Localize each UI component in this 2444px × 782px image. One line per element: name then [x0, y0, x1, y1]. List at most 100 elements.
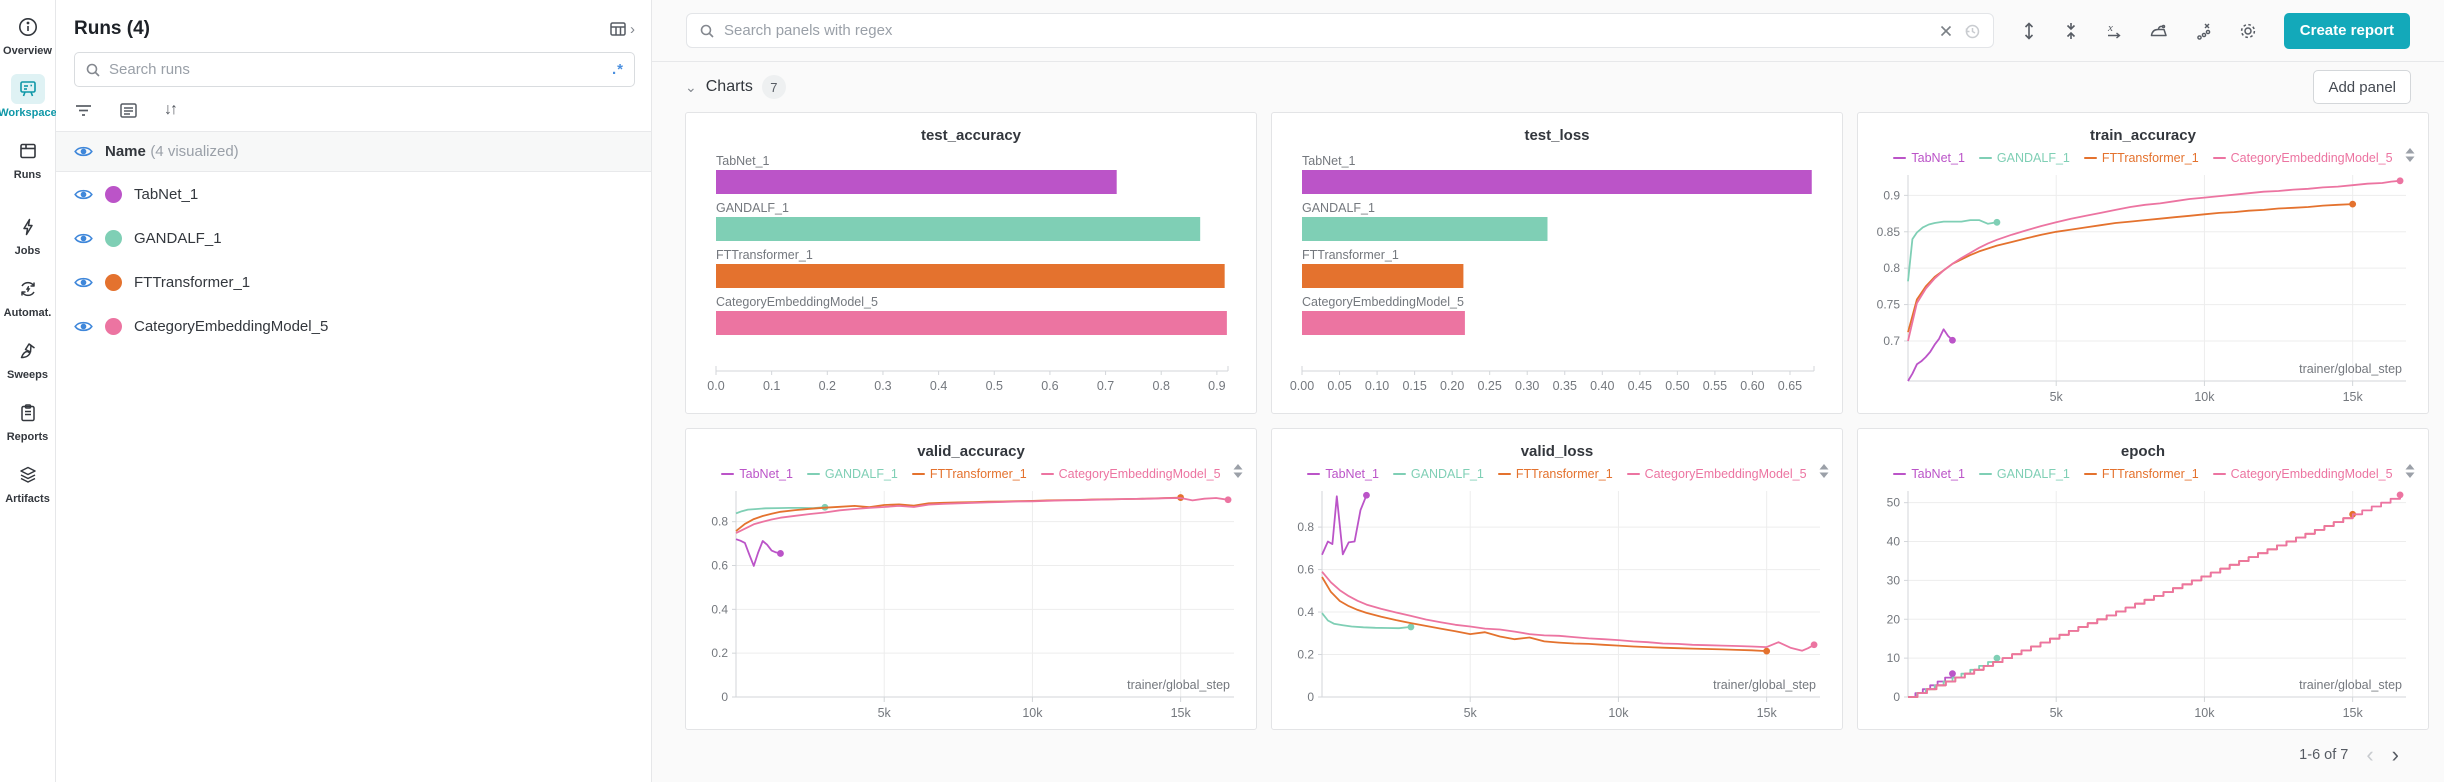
- smoothing-icon[interactable]: [2148, 21, 2170, 41]
- outliers-icon[interactable]: [2194, 21, 2214, 41]
- prev-page-icon[interactable]: ‹: [2366, 742, 2374, 767]
- chart-panel-valid-accuracy[interactable]: valid_accuracy TabNet_1 GANDALF_1 FTTransf…: [685, 428, 1257, 730]
- x-axis-settings-icon[interactable]: x: [2104, 21, 2124, 41]
- legend-dash-icon: [1626, 472, 1640, 476]
- regex-toggle[interactable]: .*: [611, 61, 624, 78]
- nav-item-jobs[interactable]: Jobs: [0, 212, 56, 257]
- legend-item-FTTransformer_1[interactable]: FTTransformer_1: [1497, 467, 1613, 481]
- next-page-icon[interactable]: ›: [2391, 742, 2399, 767]
- legend-dash-icon: [1893, 156, 1907, 160]
- legend-dash-icon: [721, 472, 735, 476]
- sort-icon[interactable]: ↓↑: [164, 101, 178, 118]
- series-CategoryEmbeddingModel_5: [1321, 571, 1815, 652]
- run-name: TabNet_1: [134, 185, 199, 203]
- panel-resize-icon[interactable]: [2404, 463, 2416, 484]
- svg-text:50: 50: [1887, 496, 1901, 510]
- chart-panel-test-accuracy[interactable]: test_accuracy TabNet_1 GANDALF_1 FTTransfo…: [685, 112, 1257, 414]
- panel-search-box: [686, 13, 1994, 48]
- bar-chart-svg: TabNet_1 GANDALF_1 FTTransformer_1 Category…: [1290, 154, 1815, 393]
- legend-item-FTTransformer_1[interactable]: FTTransformer_1: [2083, 467, 2199, 481]
- nav-item-overview[interactable]: Overview: [0, 12, 56, 57]
- svg-text:0.55: 0.55: [1703, 379, 1727, 393]
- nav-item-reports[interactable]: Reports: [0, 398, 56, 443]
- legend-item-TabNet_1[interactable]: TabNet_1: [1893, 151, 1965, 165]
- legend-label: GANDALF_1: [1996, 467, 2070, 481]
- legend-label: FTTransformer_1: [929, 467, 1027, 481]
- legend-item-TabNet_1[interactable]: TabNet_1: [1893, 467, 1965, 481]
- nav-item-artifacts[interactable]: Artifacts: [0, 460, 56, 505]
- run-row[interactable]: GANDALF_1: [56, 216, 651, 260]
- svg-text:0.8: 0.8: [1297, 520, 1314, 534]
- create-report-button[interactable]: Create report: [2283, 12, 2410, 49]
- panel-resize-icon[interactable]: [1232, 463, 1244, 484]
- search-runs-input[interactable]: [109, 61, 604, 78]
- nav-item-runs[interactable]: Runs: [0, 136, 56, 181]
- legend-item-FTTransformer_1[interactable]: FTTransformer_1: [2083, 151, 2199, 165]
- eye-visibility-icon[interactable]: [74, 144, 93, 159]
- nav-item-workspace[interactable]: Workspace: [0, 74, 57, 119]
- chart-panel-valid-loss[interactable]: valid_loss TabNet_1 GANDALF_1 FTTransforme…: [1271, 428, 1843, 730]
- svg-text:0: 0: [721, 690, 728, 704]
- legend-item-CategoryEmbeddingModel_5[interactable]: CategoryEmbeddingModel_5: [1626, 467, 1807, 481]
- collapse-panels-icon[interactable]: [2062, 21, 2080, 41]
- legend-item-FTTransformer_1[interactable]: FTTransformer_1: [911, 467, 1027, 481]
- svg-text:5k: 5k: [2050, 706, 2064, 720]
- legend-item-CategoryEmbeddingModel_5[interactable]: CategoryEmbeddingModel_5: [2212, 467, 2393, 481]
- legend-label: TabNet_1: [1911, 467, 1965, 481]
- svg-text:10k: 10k: [2194, 706, 2215, 720]
- history-icon[interactable]: [1963, 22, 1981, 40]
- clear-search-icon[interactable]: [1938, 23, 1954, 39]
- search-panels-input[interactable]: [724, 22, 1929, 39]
- expand-panels-icon[interactable]: [2020, 21, 2038, 41]
- eye-visibility-icon[interactable]: [74, 187, 93, 202]
- nav-rail: Overview Workspace Runs Jobs Automat.: [0, 0, 57, 782]
- visualized-count: (4 visualized): [150, 142, 239, 160]
- svg-text:x: x: [2107, 22, 2113, 34]
- legend-item-TabNet_1[interactable]: TabNet_1: [721, 467, 793, 481]
- expand-runs-table-button[interactable]: ›: [608, 19, 635, 39]
- x-axis-label: trainer/global_step: [2299, 678, 2402, 692]
- legend-item-GANDALF_1[interactable]: GANDALF_1: [806, 467, 898, 481]
- eye-visibility-icon[interactable]: [74, 275, 93, 290]
- search-icon: [700, 24, 714, 38]
- add-panel-button[interactable]: Add panel: [2313, 70, 2411, 104]
- run-row[interactable]: TabNet_1: [56, 172, 651, 216]
- runs-search-box: .*: [74, 52, 635, 87]
- svg-text:10k: 10k: [2194, 390, 2215, 404]
- legend-item-CategoryEmbeddingModel_5[interactable]: CategoryEmbeddingModel_5: [1040, 467, 1221, 481]
- chart-panel-train-accuracy[interactable]: train_accuracy TabNet_1 GANDALF_1 FTTransf…: [1857, 112, 2429, 414]
- series-TabNet_1: [735, 538, 781, 567]
- series-GANDALF_1: [735, 506, 825, 515]
- legend-label: GANDALF_1: [824, 467, 898, 481]
- run-row[interactable]: FTTransformer_1: [56, 260, 651, 304]
- series-GANDALF_1: [1907, 219, 1998, 282]
- legend-item-GANDALF_1[interactable]: GANDALF_1: [1392, 467, 1484, 481]
- panel-resize-icon[interactable]: [1818, 463, 1830, 484]
- panel-resize-icon[interactable]: [2404, 147, 2416, 168]
- charts-section-toggle[interactable]: ⌄ Charts 7: [685, 75, 786, 99]
- group-icon[interactable]: [119, 102, 138, 119]
- panels-toolbar: x Create report: [652, 0, 2444, 62]
- legend-item-CategoryEmbeddingModel_5[interactable]: CategoryEmbeddingModel_5: [2212, 151, 2393, 165]
- eye-visibility-icon[interactable]: [74, 231, 93, 246]
- run-row[interactable]: CategoryEmbeddingModel_5: [56, 304, 651, 348]
- series-CategoryEmbeddingModel_5: [735, 497, 1229, 534]
- filter-icon[interactable]: [74, 102, 93, 119]
- eye-visibility-icon[interactable]: [74, 319, 93, 334]
- series-GANDALF_1: [1908, 658, 1998, 698]
- svg-text:0.5: 0.5: [986, 379, 1003, 393]
- nav-item-sweeps[interactable]: Sweeps: [0, 336, 56, 381]
- legend-dash-icon: [1978, 472, 1992, 476]
- legend-item-GANDALF_1[interactable]: GANDALF_1: [1978, 151, 2070, 165]
- settings-gear-icon[interactable]: [2238, 21, 2258, 41]
- svg-text:0.2: 0.2: [1297, 648, 1314, 662]
- legend-item-GANDALF_1[interactable]: GANDALF_1: [1978, 467, 2070, 481]
- chart-panel-epoch[interactable]: epoch TabNet_1 GANDALF_1 FTTransformer_1 Ca…: [1857, 428, 2429, 730]
- nav-item-automations[interactable]: Automat.: [0, 274, 56, 319]
- svg-text:0.8: 0.8: [1153, 379, 1170, 393]
- svg-text:5k: 5k: [1464, 706, 1478, 720]
- bar-label: TabNet_1: [716, 154, 770, 168]
- chart-panel-test-loss[interactable]: test_loss TabNet_1 GANDALF_1 FTTransformer…: [1271, 112, 1843, 414]
- svg-text:0.40: 0.40: [1590, 379, 1614, 393]
- legend-item-TabNet_1[interactable]: TabNet_1: [1307, 467, 1379, 481]
